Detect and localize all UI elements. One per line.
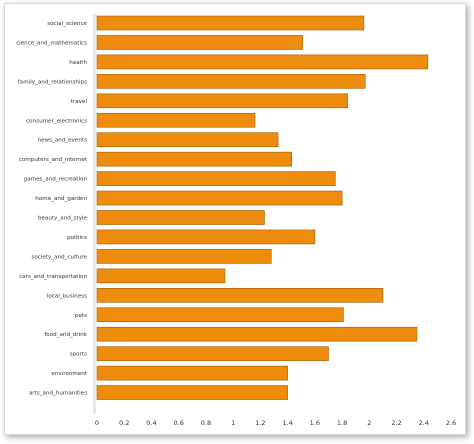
x-tick-label: 2.2 xyxy=(391,419,401,427)
bar-local-business xyxy=(96,287,384,303)
bar-society-and-culture xyxy=(96,249,272,264)
bar-family-and-relationships xyxy=(96,74,366,89)
bar-cience-and-mathematics xyxy=(96,35,303,50)
x-tick-label: 1.4 xyxy=(282,419,292,427)
bar-cars-and-transportation xyxy=(96,268,226,284)
category-label: environment xyxy=(51,371,87,377)
bar-travel xyxy=(96,93,348,109)
bar-computers-and-internet xyxy=(96,151,292,167)
x-tick-label: 0.4 xyxy=(146,419,156,427)
y-axis-rail xyxy=(93,14,96,414)
category-label: cars_and_transportation xyxy=(19,274,87,280)
x-tick-label: 2.6 xyxy=(446,419,456,427)
category-label: cience_and_mathematics xyxy=(16,40,87,46)
x-tick-label: 0 xyxy=(95,419,99,427)
x-tick-label: 1.2 xyxy=(255,419,265,427)
category-label: home_and_garden xyxy=(35,196,87,202)
category-label: sports xyxy=(70,352,87,358)
bar-consumer-electronics xyxy=(96,112,256,128)
x-tick-label: 0.6 xyxy=(174,419,184,427)
bar-politics xyxy=(96,229,316,245)
bar-environment xyxy=(96,365,288,381)
x-tick-label: 2.4 xyxy=(419,419,429,427)
x-tick-label: 1 xyxy=(231,419,235,427)
bar-social-science xyxy=(96,15,365,31)
bar-health xyxy=(96,54,429,70)
bar-arts-and-humanities xyxy=(96,385,288,400)
bar-beauty-and-style xyxy=(96,210,265,225)
x-tick-label: 1.6 xyxy=(310,419,320,427)
bar-pets xyxy=(96,307,344,323)
bars-group xyxy=(96,15,429,400)
category-label: pets xyxy=(75,313,87,319)
x-tick-label: 0.8 xyxy=(201,419,211,427)
category-label: family_and_relationships xyxy=(18,79,87,85)
category-label: travel xyxy=(71,99,88,105)
category-label: games_and_recreation xyxy=(24,177,88,183)
category-label: society_and_culture xyxy=(31,254,87,260)
category-label: computers_and_internet xyxy=(19,157,88,163)
category-label: food_and_drink xyxy=(44,332,87,338)
category-label: news_and_events xyxy=(38,138,88,144)
bar-sports xyxy=(96,346,329,361)
category-label: local_business xyxy=(47,293,87,299)
bar-food-and-drink xyxy=(96,326,418,342)
category-label: consumer_electronics xyxy=(26,118,87,124)
bar-games-and-recreation xyxy=(96,171,336,186)
category-label: politics xyxy=(67,235,87,241)
category-label: beauty_and_style xyxy=(38,216,88,222)
category-label: arts_and_humanities xyxy=(29,391,87,397)
bar-news-and-events xyxy=(96,132,279,147)
x-tick-label: 2 xyxy=(367,419,371,427)
x-tick-label: 1.8 xyxy=(337,419,347,427)
x-tick-labels: 0 0.2 0.4 0.6 0.8 1 1.2 1.4 1.6 1.8 2 2.2 2.4 2.6 xyxy=(95,419,456,427)
x-tick-label: 0.2 xyxy=(119,419,129,427)
category-labels: social_science cience_and_mathematicsheal… xyxy=(16,21,88,397)
category-label: health xyxy=(69,60,87,66)
category-label: social_science xyxy=(47,21,87,27)
bar-home-and-garden xyxy=(96,190,343,206)
